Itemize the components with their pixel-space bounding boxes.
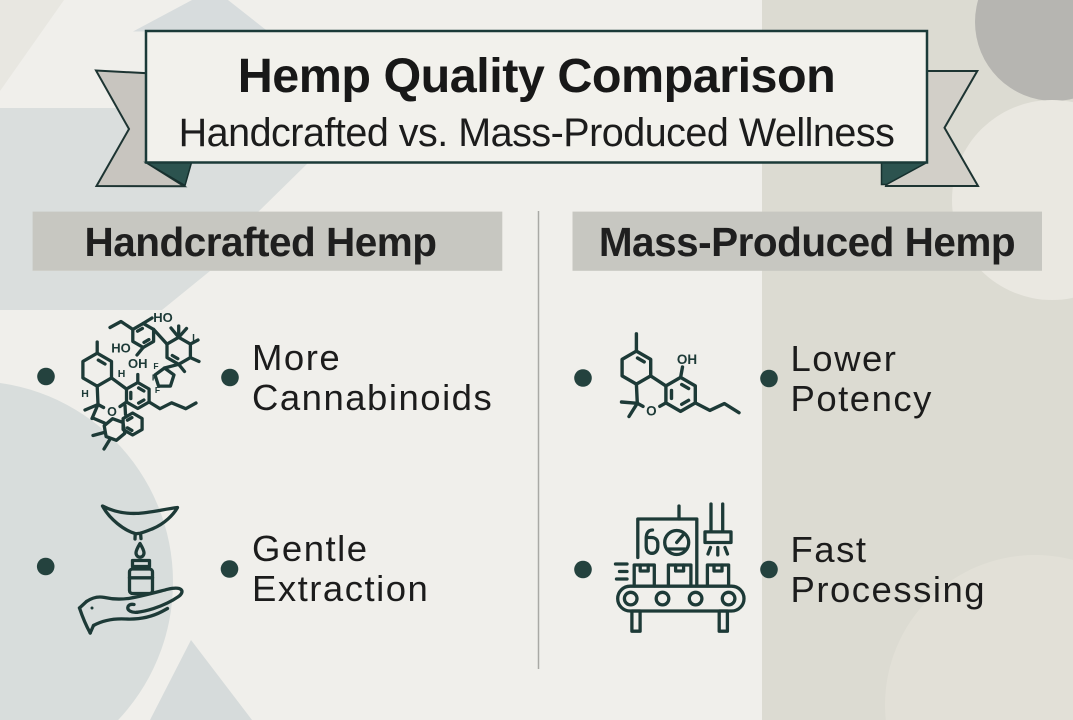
svg-text:H: H	[81, 388, 89, 400]
svg-text:OH: OH	[128, 356, 148, 371]
svg-text:I: I	[192, 333, 195, 344]
svg-text:F: F	[153, 361, 158, 371]
svg-text:HO: HO	[111, 341, 131, 356]
svg-text:F: F	[155, 385, 160, 395]
svg-text:F: F	[152, 373, 157, 383]
svg-text:H: H	[118, 368, 126, 380]
svg-text:O: O	[646, 404, 657, 419]
svg-text:HO: HO	[153, 310, 173, 325]
svg-text:OH: OH	[677, 352, 697, 367]
svg-text:O: O	[107, 405, 117, 419]
